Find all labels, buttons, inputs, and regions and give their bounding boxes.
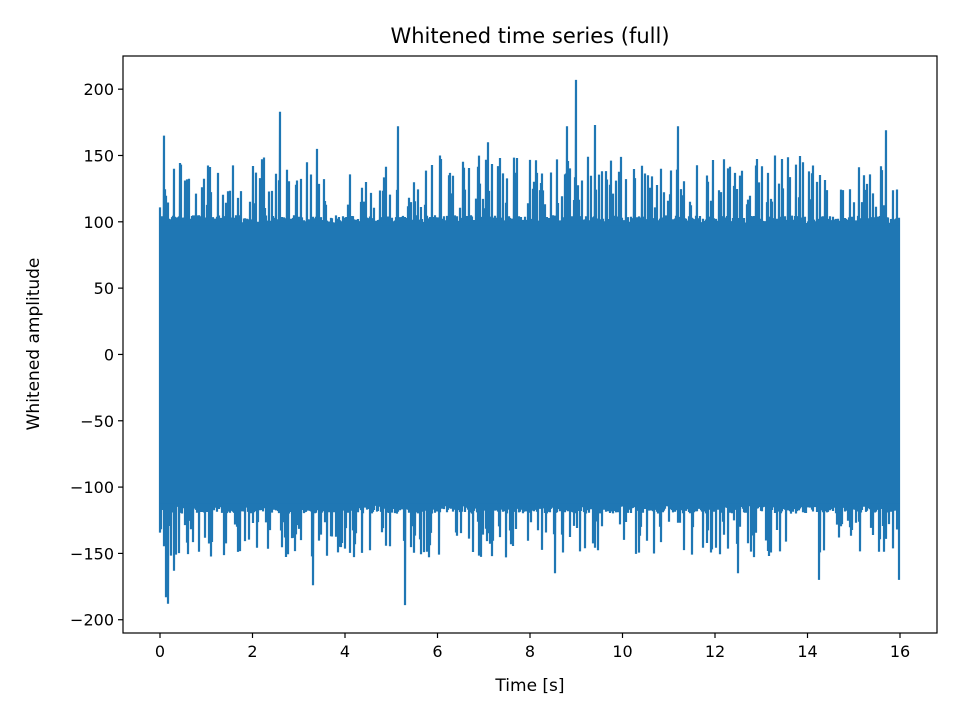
- series-core-band: [160, 225, 900, 504]
- x-tick-label: 16: [890, 642, 910, 661]
- y-tick-label: 100: [83, 213, 114, 232]
- x-tick-label: 4: [340, 642, 350, 661]
- chart-title: Whitened time series (full): [390, 24, 669, 48]
- x-axis-label: Time [s]: [494, 676, 564, 696]
- x-tick-label: 10: [612, 642, 632, 661]
- x-tick-label: 0: [155, 642, 165, 661]
- y-tick-label: −50: [80, 412, 114, 431]
- x-tick-label: 14: [797, 642, 817, 661]
- y-tick-label: −150: [70, 544, 114, 563]
- x-tick-label: 12: [705, 642, 725, 661]
- y-tick-label: 0: [104, 345, 114, 364]
- plot-area: [158, 79, 901, 606]
- x-tick-label: 8: [525, 642, 535, 661]
- y-tick-label: −200: [70, 611, 114, 630]
- plot-frame: [122, 55, 938, 634]
- x-tick-label: 2: [247, 642, 257, 661]
- y-tick-label: 200: [83, 80, 114, 99]
- y-tick-label: 50: [94, 279, 114, 298]
- y-tick-label: 150: [83, 146, 114, 165]
- y-tick-label: −100: [70, 478, 114, 497]
- y-axis: −200 −150 −100 −50 0 50 100 150 200: [70, 80, 123, 630]
- y-axis-label: Whitened amplitude: [24, 258, 44, 431]
- x-tick-label: 6: [432, 642, 442, 661]
- x-axis: 0 2 4 6 8 10 12 14 16: [155, 633, 910, 661]
